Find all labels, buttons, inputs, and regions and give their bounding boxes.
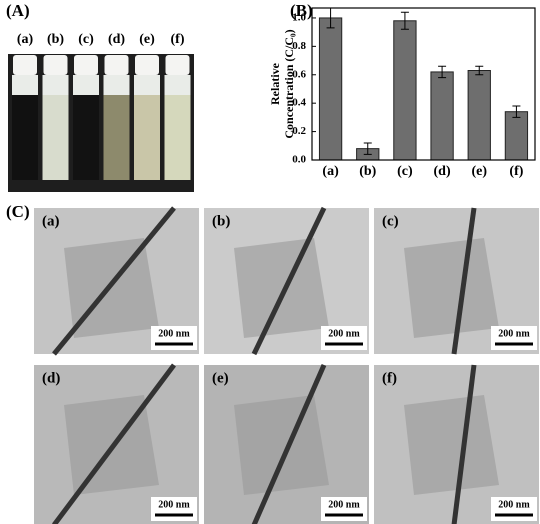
image-label: (e) <box>212 370 229 386</box>
vial-label: (d) <box>108 32 125 47</box>
carbon-fiber <box>451 207 477 355</box>
image-label: (f) <box>382 370 397 386</box>
x-tick-label: (c) <box>397 164 413 179</box>
scale-box <box>321 326 367 350</box>
scale-box <box>151 326 197 350</box>
y-tick-label: 0.6 <box>292 68 306 80</box>
vial-photo <box>8 54 194 192</box>
vial-cap <box>165 55 190 75</box>
y-tick-label: 0.4 <box>292 97 306 109</box>
error-bar <box>512 105 521 118</box>
vial-glass <box>103 75 130 95</box>
scale-box <box>151 497 197 521</box>
y-tick-label: 0.2 <box>292 125 306 137</box>
vial-label: (a) <box>17 32 34 47</box>
vial-liquid <box>73 95 99 180</box>
image-label: (a) <box>42 213 60 229</box>
image-label: (b) <box>212 213 230 229</box>
image-label: (c) <box>382 213 399 229</box>
scale-box <box>321 497 367 521</box>
vial-liquid <box>134 95 160 180</box>
vial-glass <box>42 75 69 95</box>
vial-liquid <box>42 95 69 180</box>
carbon-fiber <box>251 206 327 356</box>
scale-label: 200 nm <box>328 328 360 339</box>
vial-liquid <box>103 95 130 180</box>
vial-liquid <box>12 95 38 180</box>
bar <box>318 17 343 161</box>
vial-glass <box>12 75 38 95</box>
vial-glass <box>73 75 99 95</box>
carbon-fiber <box>451 364 477 524</box>
vial-cap <box>135 55 159 75</box>
carbon-fiber <box>52 363 176 524</box>
x-tick-label: (d) <box>434 164 451 179</box>
scale-box <box>491 326 537 350</box>
vial-cap <box>74 55 98 75</box>
graphene-sheet <box>234 395 329 495</box>
vial-cap <box>43 55 68 75</box>
panel-label: (B) <box>290 1 313 20</box>
panel-label: (A) <box>6 1 30 20</box>
bar <box>467 70 491 161</box>
y-axis-label: Concentration (C/C₀) <box>282 29 296 138</box>
graphene-sheet <box>404 238 499 338</box>
panel-label: (C) <box>6 202 30 221</box>
carbon-fiber <box>52 206 176 356</box>
vial-label: (b) <box>47 32 64 47</box>
vial-liquid <box>164 95 191 180</box>
bar <box>504 111 529 161</box>
vial-label: (e) <box>139 32 155 47</box>
vial-label: (f) <box>171 32 185 47</box>
y-tick-label: 1.0 <box>292 11 306 23</box>
vial-glass <box>134 75 160 95</box>
bar <box>430 71 454 161</box>
y-axis-label: Relative <box>268 62 282 105</box>
vial-cap <box>104 55 129 75</box>
error-bar <box>438 65 447 79</box>
vial-cap <box>13 55 37 75</box>
vial-glass <box>164 75 191 95</box>
bar <box>393 20 417 161</box>
vial-label: (c) <box>78 32 94 47</box>
graphene-sheet <box>404 395 499 495</box>
y-tick-label: 0.8 <box>292 40 306 52</box>
scale-label: 200 nm <box>158 328 190 339</box>
image-label: (d) <box>42 370 60 386</box>
x-tick-label: (b) <box>359 164 376 179</box>
error-bar <box>475 65 484 76</box>
scale-box <box>491 497 537 521</box>
scale-label: 200 nm <box>498 328 530 339</box>
x-tick-label: (a) <box>322 164 339 179</box>
scale-label: 200 nm <box>498 499 530 510</box>
x-tick-label: (e) <box>471 164 487 179</box>
error-bar <box>363 142 372 155</box>
carbon-fiber <box>251 363 327 524</box>
scale-label: 200 nm <box>328 499 360 510</box>
plot-frame <box>311 7 536 161</box>
scale-label: 200 nm <box>158 499 190 510</box>
x-tick-label: (f) <box>509 164 523 179</box>
y-tick-label: 0.0 <box>292 154 306 166</box>
error-bar <box>400 11 409 30</box>
graphene-sheet <box>234 238 329 338</box>
